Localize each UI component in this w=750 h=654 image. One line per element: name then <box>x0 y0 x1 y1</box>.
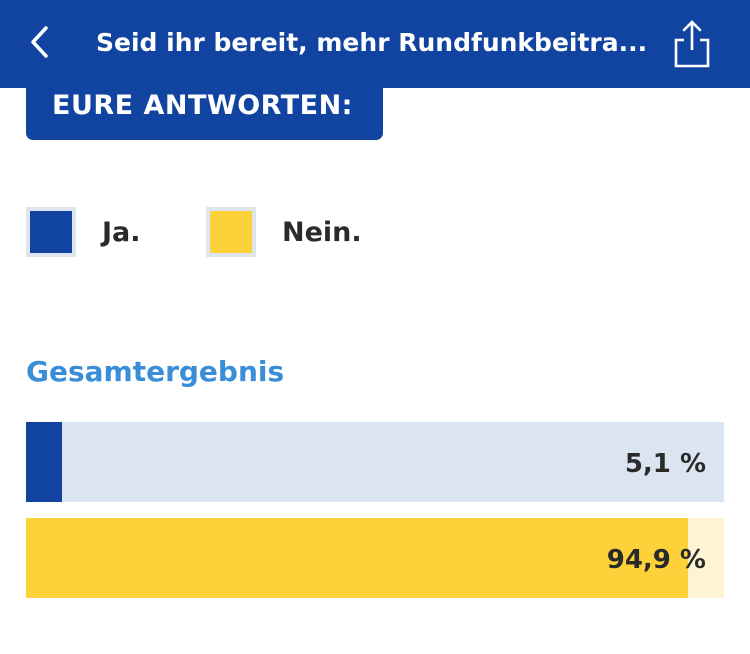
page-title: Seid ihr bereit, mehr Rundfunkbeitra... <box>96 28 648 57</box>
legend-item-nein: Nein. <box>206 206 362 258</box>
answers-heading: EURE ANTWORTEN: <box>52 90 353 121</box>
legend-swatch-ja <box>26 207 76 257</box>
legend-label-ja: Ja. <box>102 216 141 248</box>
legend-label-nein: Nein. <box>282 216 362 248</box>
share-button[interactable] <box>668 16 716 72</box>
result-bar-fill-ja <box>26 422 62 502</box>
answers-heading-tab: EURE ANTWORTEN: <box>26 86 383 140</box>
legend-swatch-nein <box>206 207 256 257</box>
chevron-left-icon <box>31 26 48 58</box>
share-icon <box>674 20 710 68</box>
results-title: Gesamtergebnis <box>26 355 285 388</box>
result-value-ja: 5,1 % <box>624 449 706 479</box>
legend-item-ja: Ja. <box>26 206 141 258</box>
result-value-nein: 94,9 % <box>606 545 706 575</box>
back-button[interactable] <box>22 22 58 62</box>
result-bar-nein: 94,9 % <box>26 518 724 598</box>
result-bar-fill-nein <box>26 518 689 598</box>
top-navigation-bar: Seid ihr bereit, mehr Rundfunkbeitra... <box>0 0 750 88</box>
result-bar-ja: 5,1 % <box>26 422 724 502</box>
